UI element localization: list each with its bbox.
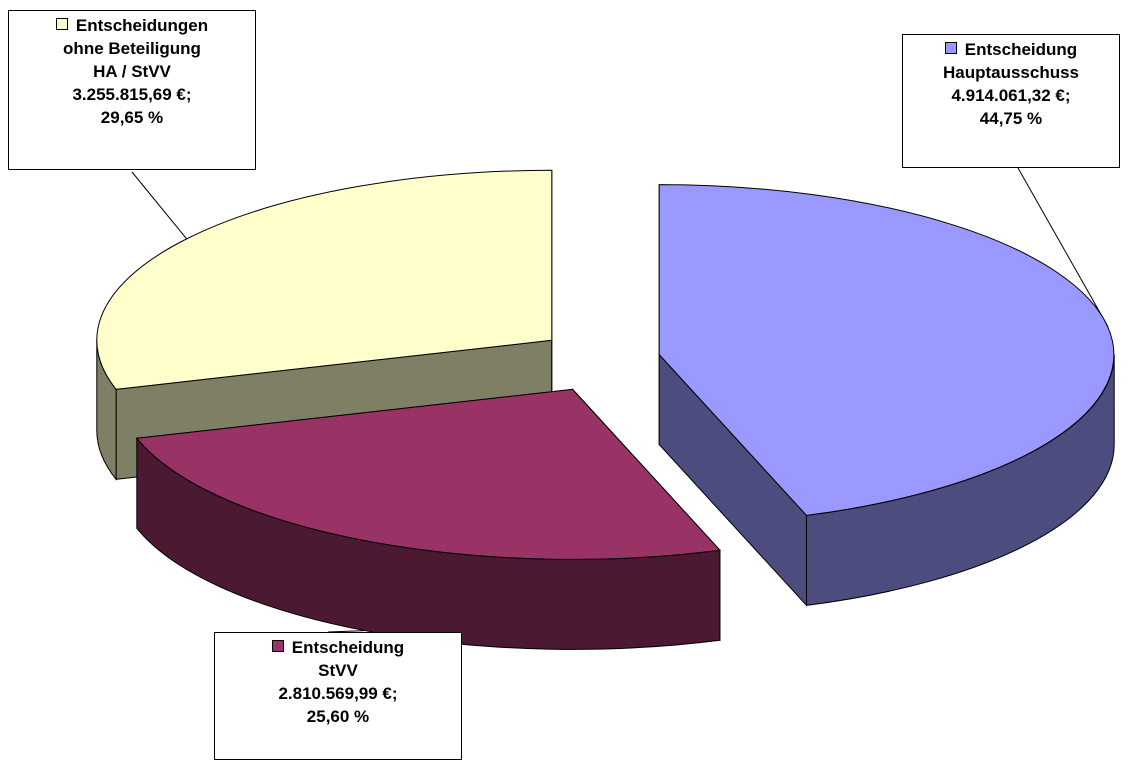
- data-label-stvv-name-2: StVV: [318, 661, 358, 680]
- data-label-stvv-value: 2.810.569,99 €;: [278, 684, 398, 703]
- data-label-stvv: Entscheidung StVV 2.810.569,99 €; 25,60 …: [214, 632, 462, 760]
- data-label-hauptausschuss-percent: 44,75 %: [979, 109, 1043, 128]
- data-label-ohne-beteiligung-name-3: HA / StVV: [93, 62, 171, 81]
- leader-line-hauptausschuss: [1017, 167, 1109, 327]
- pie-slice-hauptausschuss: [658, 184, 1115, 607]
- legend-swatch-hauptausschuss: [944, 42, 957, 54]
- data-label-ohne-beteiligung: Entscheidungen ohne Beteiligung HA / StV…: [8, 10, 256, 170]
- leader-lines: [131, 167, 1109, 633]
- data-label-stvv-percent: 25,60 %: [306, 707, 370, 726]
- pie-slice-stvv-top: [135, 388, 721, 560]
- data-label-ohne-beteiligung-name-1: Entscheidungen: [13, 14, 251, 37]
- legend-swatch-ohne-beteiligung: [55, 18, 68, 30]
- data-label-hauptausschuss: Entscheidung Hauptausschuss 4.914.061,32…: [902, 34, 1120, 168]
- leader-line-ohne-beteiligung: [131, 171, 188, 240]
- data-label-ohne-beteiligung-value: 3.255.815,69 €;: [72, 85, 192, 104]
- pie-slice-hauptausschuss-top: [658, 184, 1115, 516]
- data-label-ohne-beteiligung-percent: 29,65 %: [100, 108, 164, 127]
- data-label-hauptausschuss-value: 4.914.061,32 €;: [951, 86, 1071, 105]
- data-label-stvv-name-1: Entscheidung: [219, 636, 457, 659]
- data-label-hauptausschuss-name-2: Hauptausschuss: [942, 63, 1080, 82]
- pie-slice-stvv: [135, 388, 721, 650]
- data-label-ohne-beteiligung-name-2: ohne Beteiligung: [63, 39, 201, 58]
- leader-line-stvv: [327, 630, 365, 633]
- data-label-hauptausschuss-name-1: Entscheidung: [907, 38, 1115, 61]
- legend-swatch-stvv: [271, 640, 284, 652]
- pie-slices: [96, 169, 1115, 650]
- pie-slice-ohne-beteiligung-top: [96, 169, 553, 390]
